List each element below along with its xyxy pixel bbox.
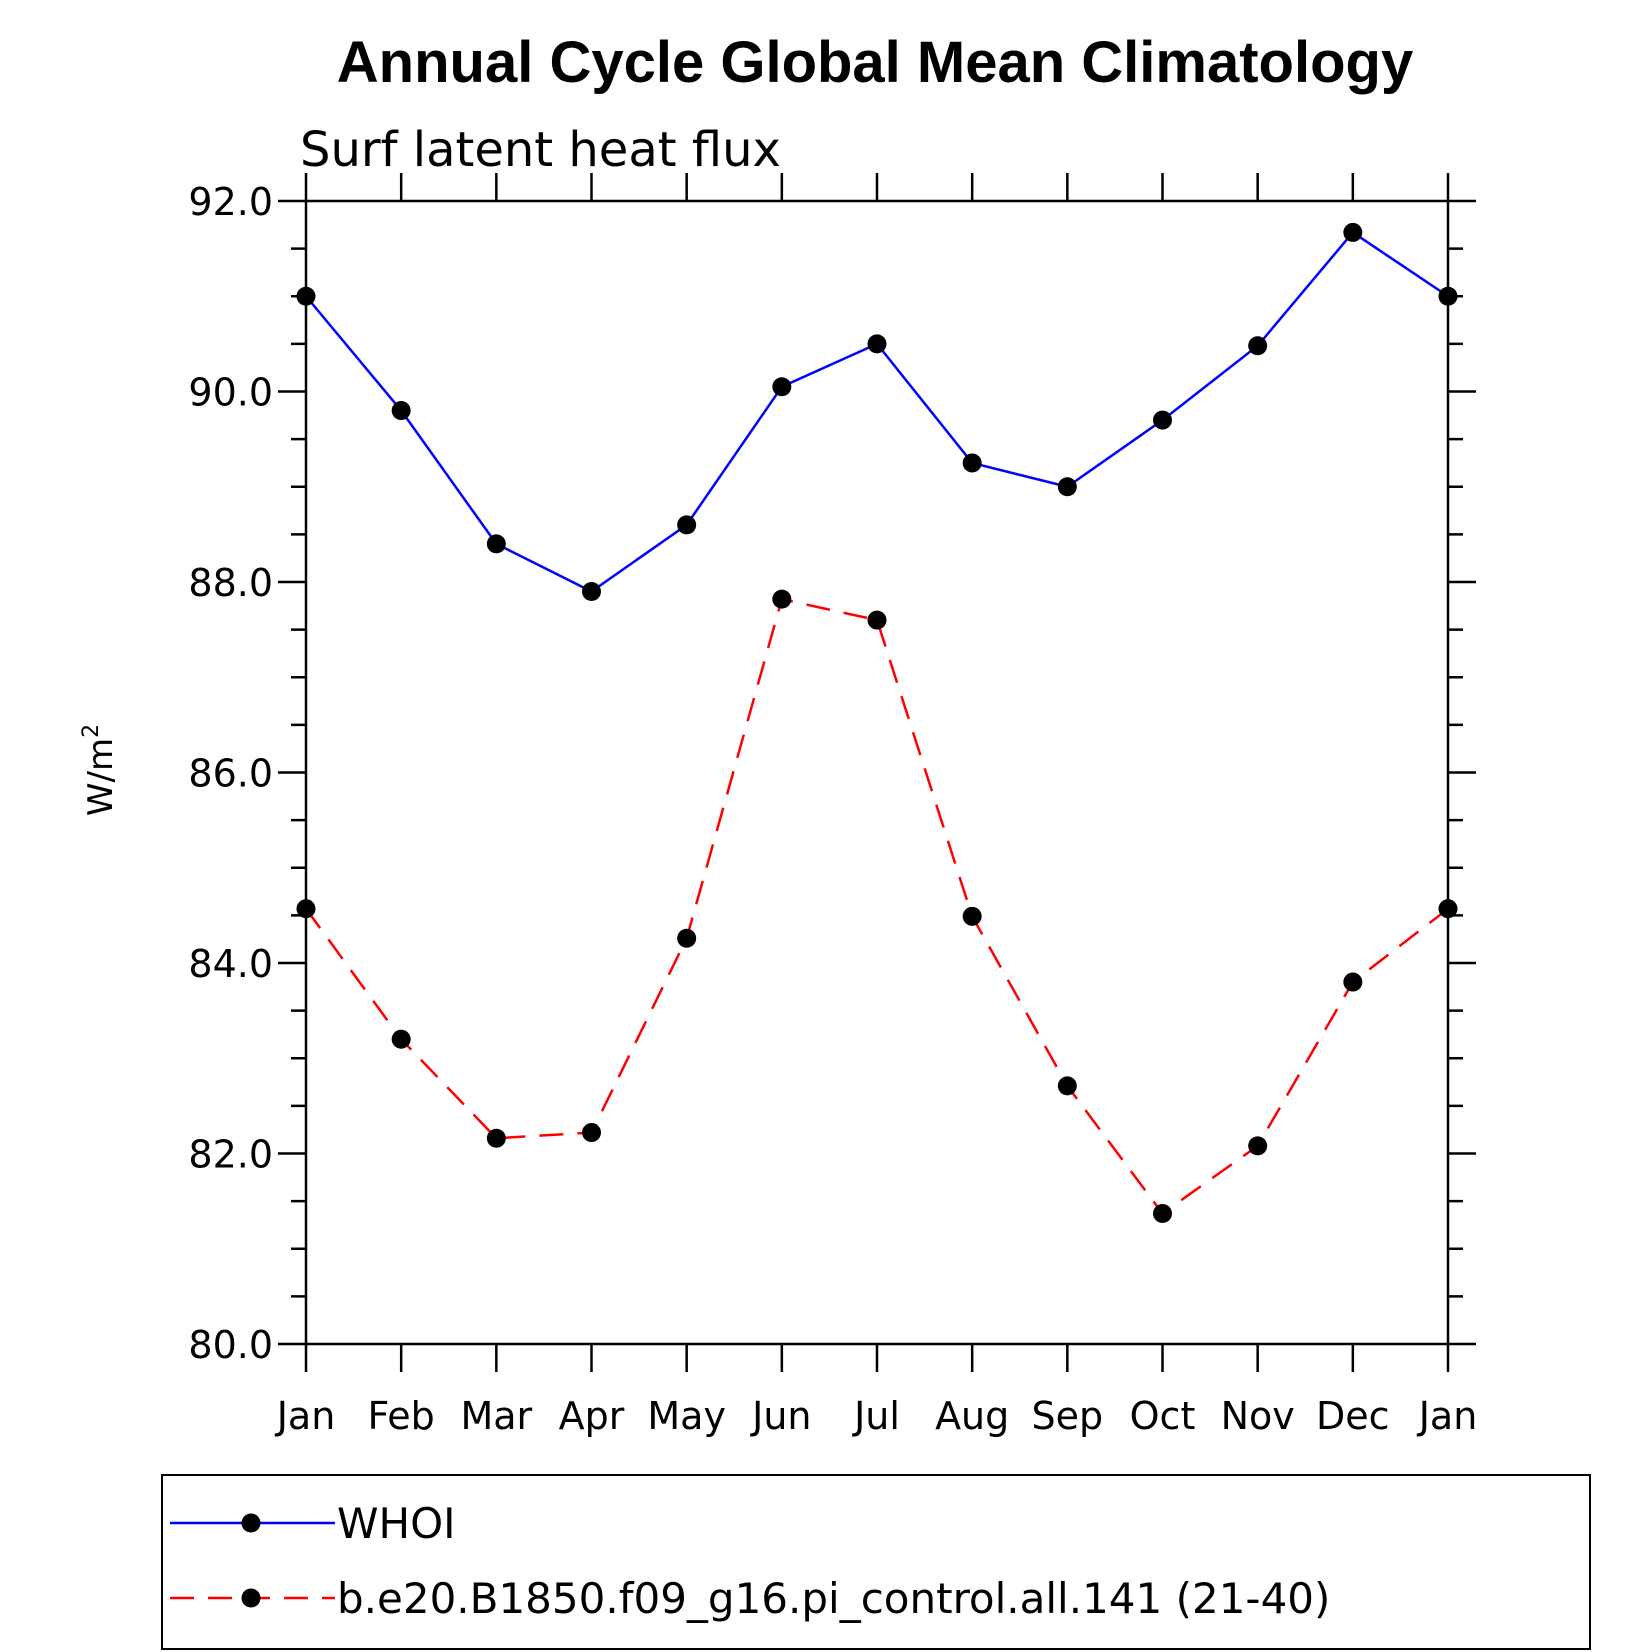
series-1-point [962,453,982,473]
y-tick-label: 92.0 [188,180,273,224]
series-2-point [391,1029,411,1049]
y-tick-label: 90.0 [188,371,273,415]
legend-marker-1 [241,1513,261,1533]
y-axis-label: W/m2 [79,724,121,816]
y-tick-label: 84.0 [188,942,273,986]
x-tick-label: Jan [1417,1394,1478,1438]
legend: WHOI b.e20.B1850.f09_g16.pi_control.all.1… [161,1474,1591,1650]
series-2-point [1153,1204,1172,1224]
x-tick-label: Sep [1032,1394,1104,1438]
chart-title: Annual Cycle Global Mean Climatology [337,30,1413,95]
chart-subtitle: Surf latent heat flux [300,122,781,178]
legend-box [161,1474,1591,1650]
series-line-1 [305,230,1449,593]
x-tick-label: Jul [852,1394,900,1438]
series-2-point [772,589,792,609]
x-tick-label: May [647,1394,726,1438]
plot-frame [304,199,1450,1346]
series-2-point [1438,899,1458,919]
y-tick-label: 86.0 [188,752,273,796]
series-2-point [1248,1136,1268,1156]
series-2-point [296,899,316,919]
x-tick-label: Mar [460,1394,532,1438]
y-axis-label-text: W/m [81,738,121,816]
series-1-point [1057,477,1077,497]
series-2-point [582,1123,601,1143]
series-1-point [296,286,316,306]
axes: 80.0 82.0 84.0 86.0 88.0 90.0 92.0 Jan Feb Mar Apr… [188,173,1477,1438]
series-2-point [486,1128,506,1148]
series-1-point [486,534,506,554]
series-1-point [582,582,601,602]
legend-label-2: b.e20.B1850.f09_g16.pi_control.all.141 (… [337,1574,1330,1623]
x-tick-label: Jun [750,1394,811,1438]
y-axis-label-superscript: 2 [79,724,104,738]
x-tick-label: Oct [1130,1394,1196,1438]
x-tick-label: Jan [275,1394,336,1438]
series-1-point [772,377,792,397]
series-1-point [1438,286,1458,306]
series-2-point [1057,1076,1077,1096]
legend-marker-2 [241,1588,261,1608]
x-tick-label: Dec [1316,1394,1390,1438]
series-1-point [1343,222,1363,242]
series-2-point [1343,972,1363,992]
y-tick-label: 82.0 [188,1133,273,1177]
legend-label-1: WHOI [337,1499,456,1548]
series-layer [296,222,1458,1224]
y-tick-label: 88.0 [188,561,273,605]
series-2-point [677,928,697,948]
series-line-2 [304,597,1449,1216]
x-tick-label: Nov [1221,1394,1295,1438]
x-tick-label: Feb [368,1394,435,1438]
series-1-point [391,401,411,421]
series-1-point [1248,336,1268,356]
y-tick-label: 80.0 [188,1323,273,1367]
series-2-point [867,610,887,630]
series-1-point [677,515,697,535]
series-1-point [867,334,887,354]
series-1-point [1153,410,1172,430]
series-2-point [962,906,982,926]
x-tick-label: Apr [559,1394,625,1438]
x-tick-label: Aug [935,1394,1009,1438]
